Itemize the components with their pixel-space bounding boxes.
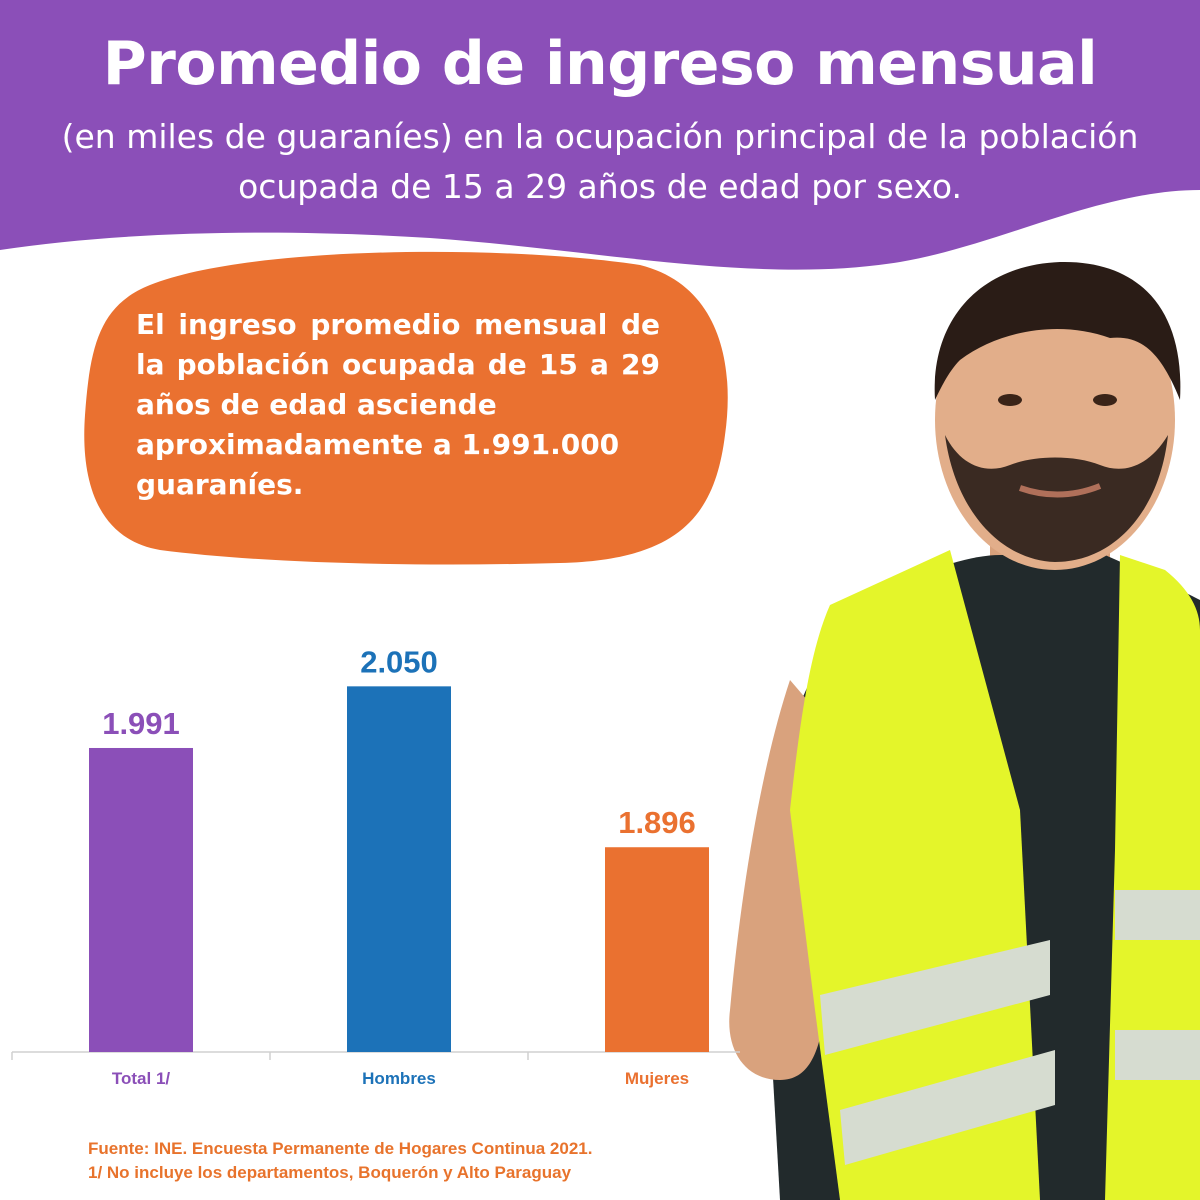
category-label: Mujeres xyxy=(625,1069,689,1088)
category-label: Total 1/ xyxy=(112,1069,171,1088)
header-wave-shape xyxy=(0,0,1200,270)
page-subtitle: (en miles de guaraníes) en la ocupación … xyxy=(61,117,1139,206)
category-label: Hombres xyxy=(362,1069,436,1088)
callout-blob xyxy=(84,251,728,565)
vest-reflective-stripe xyxy=(820,940,1050,1055)
vest-right-panel xyxy=(1105,555,1200,1200)
header-background xyxy=(0,0,1200,270)
callout-line-2: aproximadamente a 1.991.000 guaraníes. xyxy=(136,428,620,501)
page-title: Promedio de ingreso mensual xyxy=(102,29,1098,99)
callout-text: El ingreso promedio mensual de la poblac… xyxy=(136,305,660,505)
bar-total-1 xyxy=(89,747,193,1052)
source-line: Fuente: INE. Encuesta Permanente de Hoga… xyxy=(88,1139,593,1158)
bar-value-label: 1.896 xyxy=(618,805,696,840)
bar-mujeres xyxy=(605,847,709,1052)
vest-reflective-stripe xyxy=(1115,1030,1200,1080)
vest-reflective-stripe xyxy=(1115,890,1200,940)
bar-value-label: 2.050 xyxy=(360,644,438,679)
bar-value-label: 1.991 xyxy=(102,706,180,741)
worker-mouth xyxy=(1019,483,1102,498)
worker-hair xyxy=(934,261,1181,400)
vest-reflective-stripe xyxy=(840,1050,1055,1165)
callout-line-1: El ingreso promedio mensual de la poblac… xyxy=(136,308,660,421)
worker-beard xyxy=(945,435,1168,562)
worker-eye xyxy=(998,394,1022,406)
worker-photo xyxy=(729,261,1200,1200)
bar-hombres xyxy=(347,686,451,1052)
bar-chart: 1.991 Total 1/2.050 Hombres 1.896 Mujeres xyxy=(11,644,740,1088)
worker-eye xyxy=(1093,394,1117,406)
callout-blob-shape xyxy=(84,251,728,565)
footnote-line: 1/ No incluye los departamentos, Boqueró… xyxy=(88,1163,572,1182)
source-note: Fuente: INE. Encuesta Permanente de Hoga… xyxy=(88,1137,728,1185)
